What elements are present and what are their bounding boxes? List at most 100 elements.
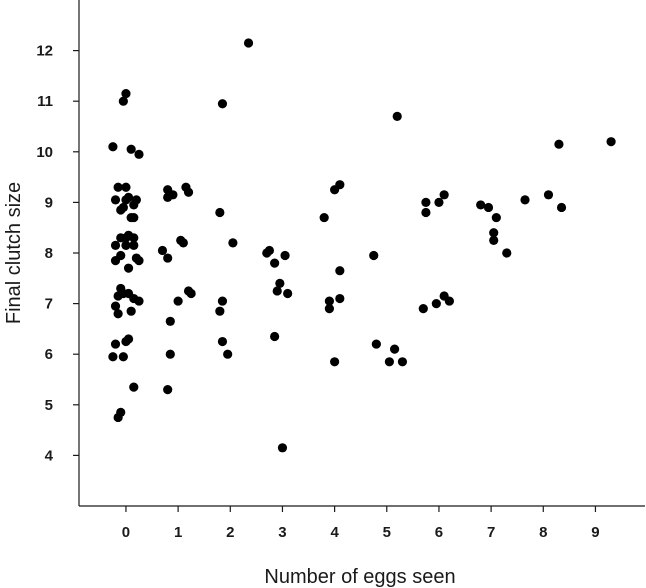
x-tick-label: 3 (278, 524, 286, 541)
data-point (502, 248, 512, 258)
data-point (129, 233, 139, 243)
data-point (131, 195, 141, 205)
data-point (277, 443, 288, 453)
data-point (330, 357, 340, 367)
data-point (215, 207, 225, 218)
data-point (324, 296, 334, 306)
data-point (134, 296, 144, 306)
data-point (335, 180, 345, 190)
data-point (556, 202, 567, 213)
data-point (439, 190, 449, 200)
data-point (217, 99, 228, 109)
data-point (110, 339, 121, 349)
data-point (489, 235, 499, 245)
data-point (217, 336, 228, 347)
data-point (168, 190, 178, 200)
data-point (134, 255, 144, 266)
x-tick-label: 1 (174, 524, 182, 541)
y-tick-label: 6 (45, 346, 53, 363)
y-axis-title: Final clutch size (3, 182, 25, 324)
data-point (272, 286, 282, 296)
x-tick-label: 9 (591, 524, 599, 541)
data-point (123, 192, 134, 202)
data-point (116, 250, 126, 261)
data-point (489, 228, 499, 238)
data-point (183, 187, 194, 197)
data-point (113, 309, 123, 319)
data-point (384, 357, 394, 367)
data-point (121, 182, 131, 192)
data-point (165, 349, 175, 359)
x-ticks: 0 1 2 3 4 5 6 7 8 9 (122, 506, 600, 541)
data-point (110, 195, 121, 205)
data-point (178, 238, 188, 248)
data-point (165, 316, 175, 326)
x-axis-title: Number of eggs seen (264, 566, 455, 588)
data-point (369, 250, 379, 261)
data-point (134, 149, 144, 159)
y-tick-label: 8 (45, 245, 53, 262)
x-tick-label: 5 (383, 524, 391, 541)
x-tick-label: 2 (226, 524, 234, 541)
data-point (186, 288, 196, 299)
y-tick-label: 12 (36, 43, 53, 60)
data-point (324, 304, 334, 314)
data-point (520, 195, 530, 205)
data-point (270, 331, 280, 342)
data-point (280, 250, 290, 261)
x-tick-label: 8 (539, 524, 547, 541)
data-point (173, 296, 183, 306)
data-point (121, 89, 131, 99)
data-point (126, 144, 136, 154)
data-point (434, 197, 444, 207)
data-point (418, 304, 428, 314)
y-tick-label: 10 (36, 144, 53, 161)
y-tick-label: 5 (45, 397, 53, 414)
data-point (129, 382, 139, 392)
data-point (335, 293, 345, 304)
x-tick-label: 0 (122, 524, 130, 541)
data-point (126, 306, 136, 316)
data-point (121, 240, 131, 251)
x-tick-label: 7 (487, 524, 495, 541)
data-point (116, 407, 126, 417)
data-point (264, 245, 275, 256)
data-point (217, 296, 228, 306)
data-point (371, 339, 381, 349)
data-point (335, 266, 345, 276)
data-point (123, 263, 134, 273)
y-tick-label: 7 (45, 296, 53, 313)
data-point (228, 238, 238, 248)
x-tick-label: 6 (435, 524, 443, 541)
x-tick-label: 4 (330, 524, 339, 541)
data-point (397, 357, 408, 367)
y-tick-label: 11 (37, 93, 53, 110)
data-point (421, 197, 431, 207)
data-point (392, 111, 402, 121)
data-point (444, 296, 454, 306)
y-tick-label: 9 (45, 194, 53, 211)
data-point (163, 385, 173, 395)
data-point (283, 288, 293, 299)
data-point (163, 253, 173, 263)
y-tick-label: 4 (45, 447, 54, 464)
data-point (118, 352, 128, 362)
data-point (110, 240, 121, 251)
data-point (483, 202, 494, 213)
y-ticks: 4 5 6 7 8 9 10 11 12 (36, 43, 79, 464)
data-point (270, 258, 280, 268)
data-point (118, 202, 128, 213)
data-point (129, 240, 139, 251)
data-point (113, 182, 123, 192)
data-point (108, 352, 118, 362)
data-point (157, 245, 168, 256)
data-point (606, 137, 616, 147)
data-point (491, 212, 501, 223)
data-point (554, 139, 564, 149)
data-points (108, 38, 616, 453)
data-point (319, 212, 329, 223)
data-point (243, 38, 254, 48)
data-point (118, 96, 128, 106)
data-point (431, 299, 441, 309)
